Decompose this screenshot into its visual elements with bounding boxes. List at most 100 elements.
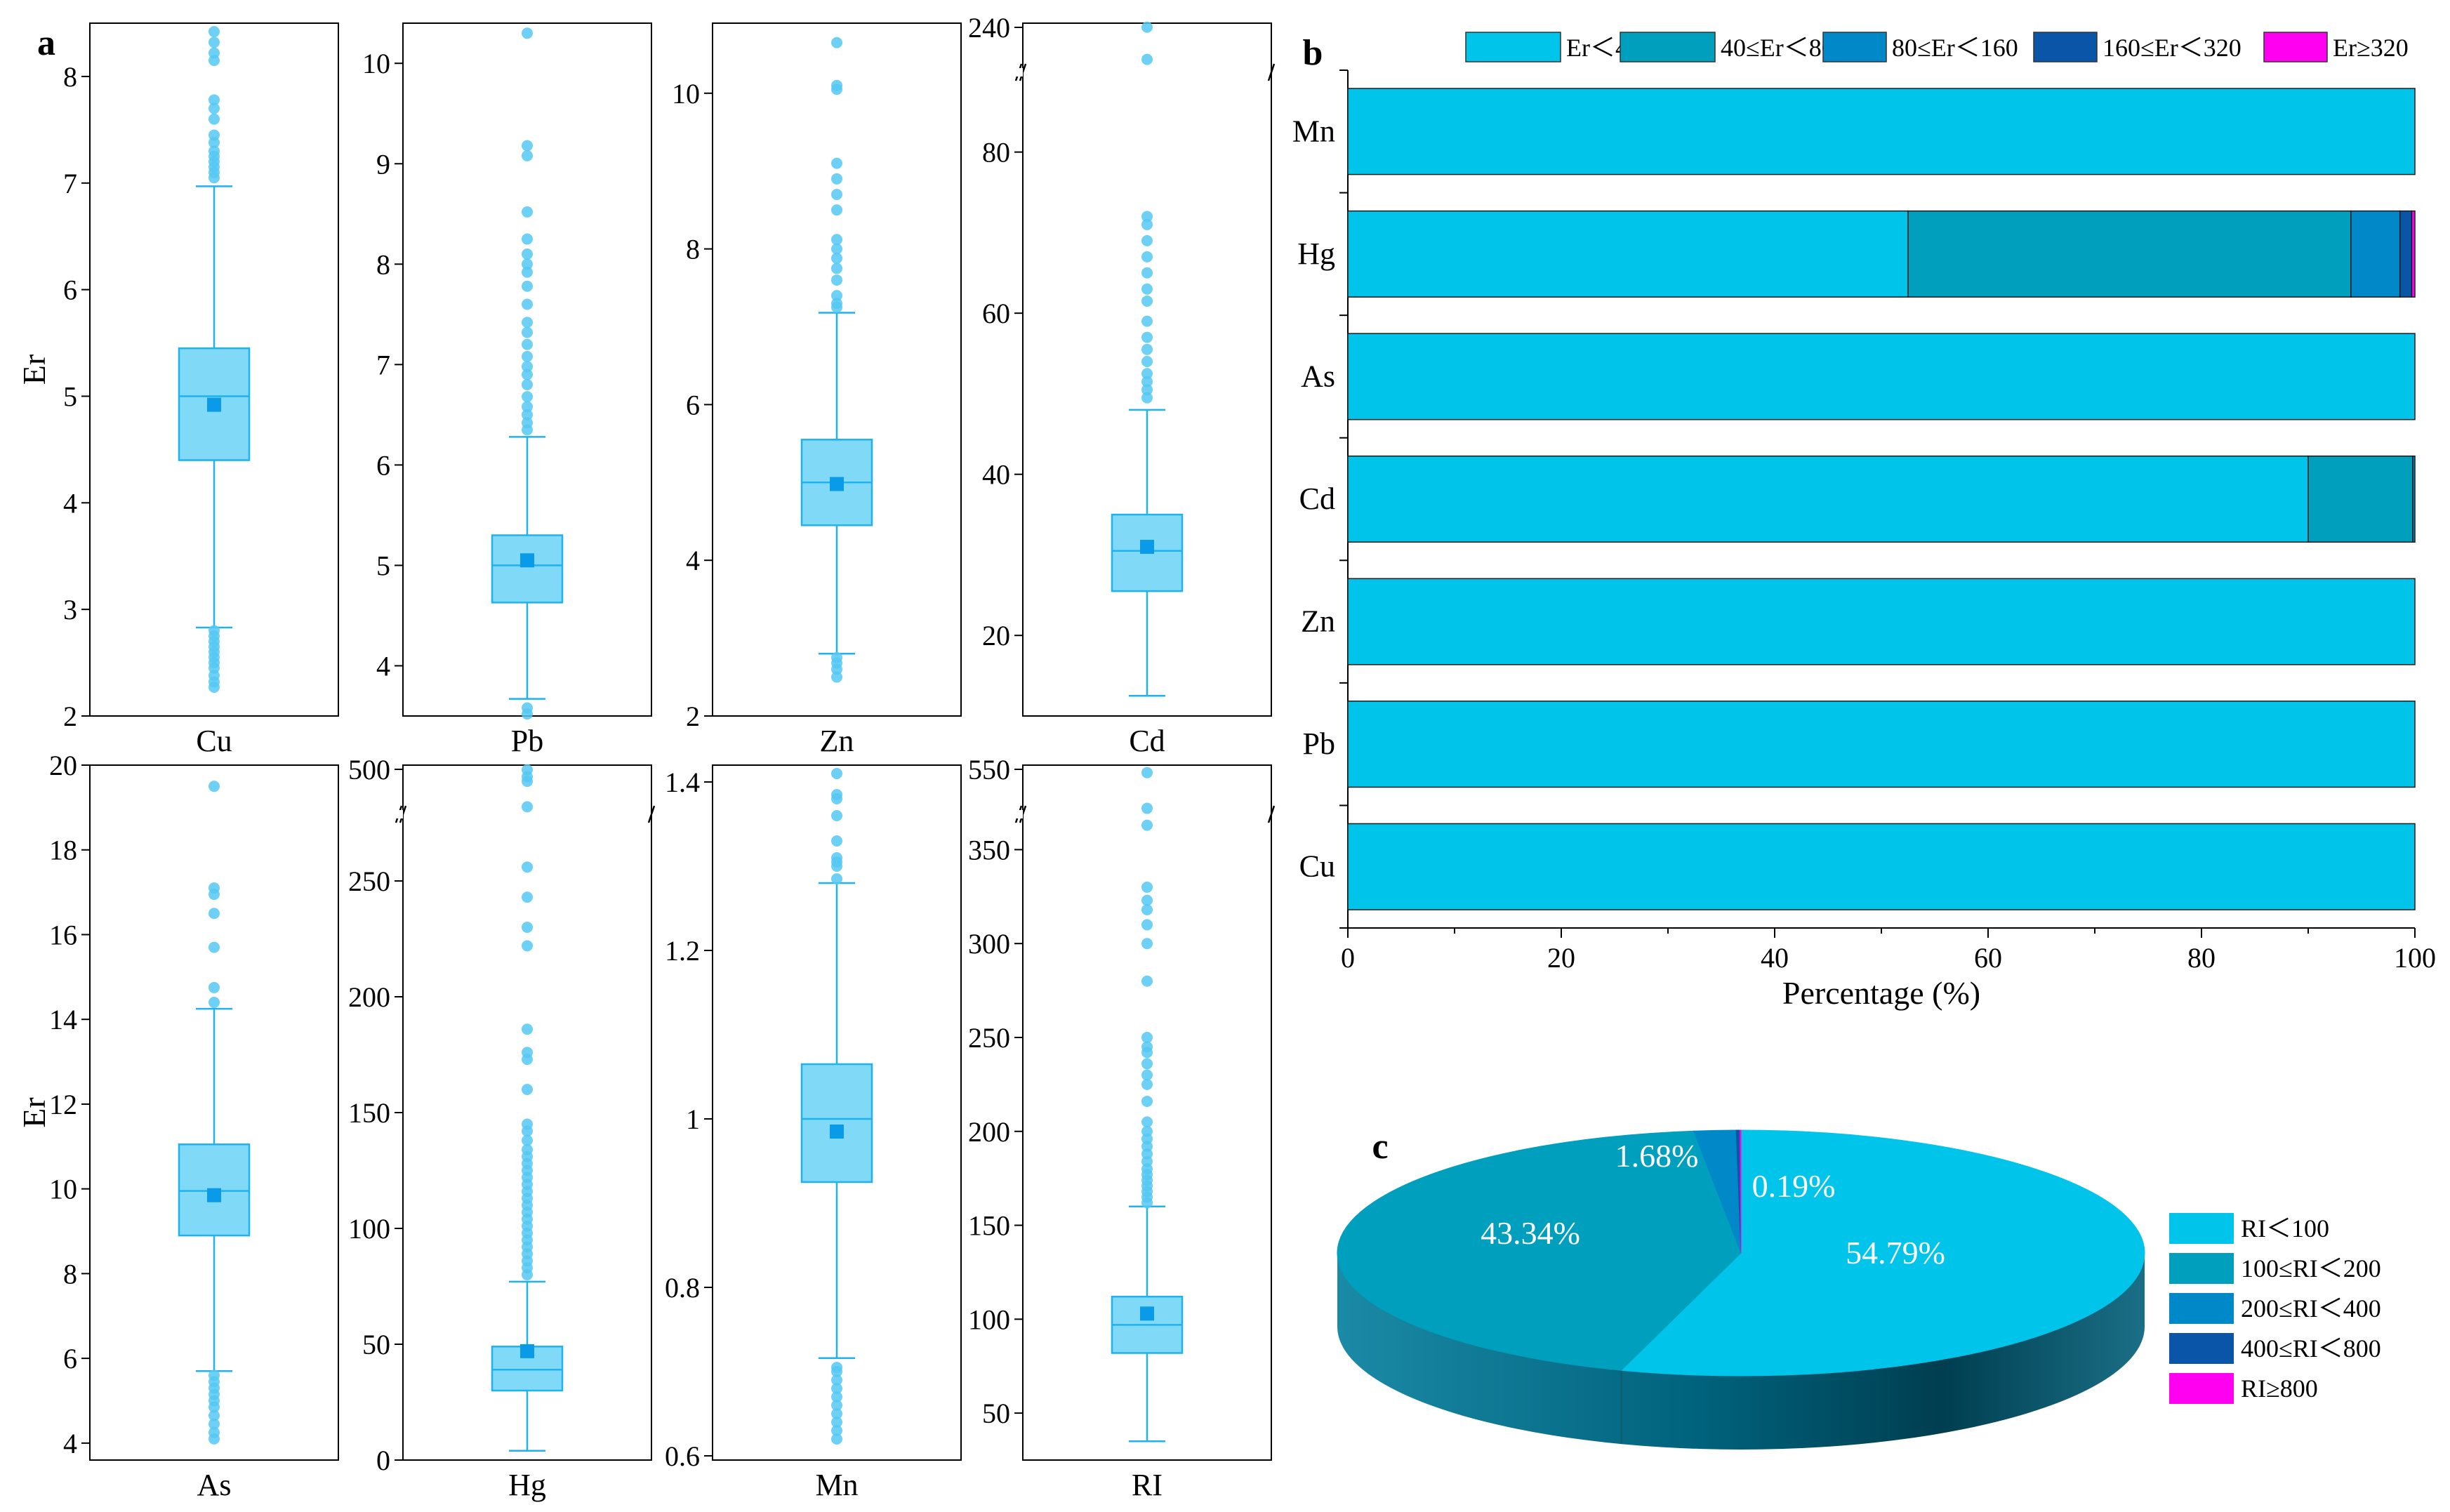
outlier-point (208, 882, 220, 894)
y-tick-label: 6 (63, 1343, 77, 1374)
outlier-point (1141, 1041, 1153, 1053)
outlier-point (208, 37, 220, 48)
x-tick-label: 80 (2187, 942, 2216, 974)
mean-marker (1140, 539, 1154, 554)
outlier-point (208, 94, 220, 106)
legend-item: Er＜40 (1465, 32, 1641, 62)
iqr-box (800, 1063, 873, 1183)
outlier-point (1141, 331, 1153, 343)
outlier-point (831, 1383, 842, 1394)
legend-swatch (1822, 32, 1887, 62)
x-category-label: Cd (1129, 724, 1165, 758)
x-category-label: Mn (815, 1468, 858, 1502)
y-tick-label: 16 (49, 919, 77, 950)
y-tick-label: 3 (63, 594, 77, 625)
bar-row-mn: Mn (1292, 69, 2416, 175)
y-tick-label: 6 (63, 274, 77, 306)
outlier-point (522, 350, 533, 362)
outlier-point (1141, 802, 1153, 814)
legend-label: RI≥800 (2241, 1374, 2318, 1402)
legend-item: 160≤Er＜320 (2033, 32, 2242, 62)
y-tick-label: 50 (982, 1398, 1010, 1429)
y-axis-label: Er (16, 1097, 52, 1127)
outlier-point (1141, 376, 1153, 387)
y-category-label: Mn (1292, 114, 1335, 148)
outlier-point (1141, 881, 1153, 893)
outlier-point (208, 102, 220, 114)
legend-label: Er≥320 (2333, 34, 2409, 62)
outlier-point (1141, 384, 1153, 396)
mean-marker (830, 1125, 844, 1139)
outlier-point (831, 789, 842, 800)
y-tick-label: 10 (49, 1174, 77, 1205)
y-tick-label: 4 (376, 650, 390, 682)
outlier-point (208, 145, 220, 157)
bar-segment (1347, 88, 2416, 175)
outlier-point (831, 274, 842, 286)
panel-b-label: b (1303, 33, 1323, 73)
panel-b-stacked-bar-chart: b Er＜40 40≤Er＜80 80≤Er＜160 160≤Er＜320 Er≥320 M… (1292, 32, 2436, 1011)
outlier-point (831, 204, 842, 216)
pie-legend-item: RI≥800 (2169, 1373, 2318, 1404)
outlier-point (831, 1425, 842, 1436)
legend-swatch (2169, 1373, 2234, 1404)
legend-label: 400≤RI＜800 (2241, 1334, 2381, 1362)
outlier-point (522, 417, 533, 429)
outlier-point (831, 173, 842, 185)
panel-c-label: c (1372, 1127, 1388, 1167)
pie-data-label: 1.68% (1615, 1138, 1699, 1174)
outlier-point (522, 1084, 533, 1095)
outlier-point (522, 1023, 533, 1035)
outlier-point (522, 891, 533, 903)
outlier-point (522, 940, 533, 952)
pie-legend-item: 200≤RI＜400 (2169, 1293, 2381, 1324)
bar-segment (1347, 578, 2416, 665)
bar-segment (1907, 210, 2352, 298)
legend-label: 160≤Er＜320 (2103, 34, 2242, 62)
y-tick-label: 100 (968, 1304, 1010, 1335)
y-tick-label: 20 (49, 750, 77, 781)
outlier-point (522, 378, 533, 390)
y-tick-label: 5 (376, 550, 390, 581)
mean-marker (520, 553, 534, 568)
y-tick-label: 2 (63, 701, 77, 732)
outlier-point (831, 1400, 842, 1411)
outlier-point (831, 157, 842, 169)
outlier-point (208, 625, 220, 637)
outlier-point (522, 27, 533, 39)
outlier-point (1141, 368, 1153, 380)
outlier-point (208, 941, 220, 953)
plot-frame (89, 764, 339, 1461)
y-tick-label: 250 (348, 866, 390, 897)
y-tick-label: 0.6 (665, 1440, 700, 1472)
y-tick-label: 250 (968, 1022, 1010, 1054)
outlier-point (1141, 894, 1153, 906)
outlier-point (1141, 1058, 1153, 1070)
iqr-box (178, 1143, 251, 1237)
outlier-point (522, 361, 533, 373)
legend-swatch (1465, 32, 1561, 62)
outlier-point (522, 233, 533, 245)
outlier-point (208, 47, 220, 59)
outlier-point (1141, 283, 1153, 295)
outlier-point (831, 79, 842, 91)
legend-label: 100≤RI＜200 (2241, 1254, 2381, 1282)
boxplot-hg: 0 50 100 150 200 250 500 Hg (348, 754, 656, 1502)
outlier-point (522, 266, 533, 278)
outlier-point (1141, 343, 1153, 355)
outlier-point (1141, 975, 1153, 987)
outlier-point (831, 243, 842, 255)
plot-frame (712, 764, 962, 1461)
outlier-point (1141, 218, 1153, 230)
y-tick-label: 1.4 (665, 767, 700, 798)
outlier-point (831, 873, 842, 884)
outlier-point (522, 1143, 533, 1155)
y-tick-label: 8 (686, 234, 700, 265)
axis-break-mark (1267, 805, 1276, 823)
y-tick-label: 20 (982, 620, 1010, 651)
outlier-point (831, 1408, 842, 1419)
y-tick-label: 12 (49, 1089, 77, 1120)
outlier-point (831, 852, 842, 863)
legend-item: 80≤Er＜160 (1822, 32, 2018, 62)
outlier-point (1141, 1095, 1153, 1107)
